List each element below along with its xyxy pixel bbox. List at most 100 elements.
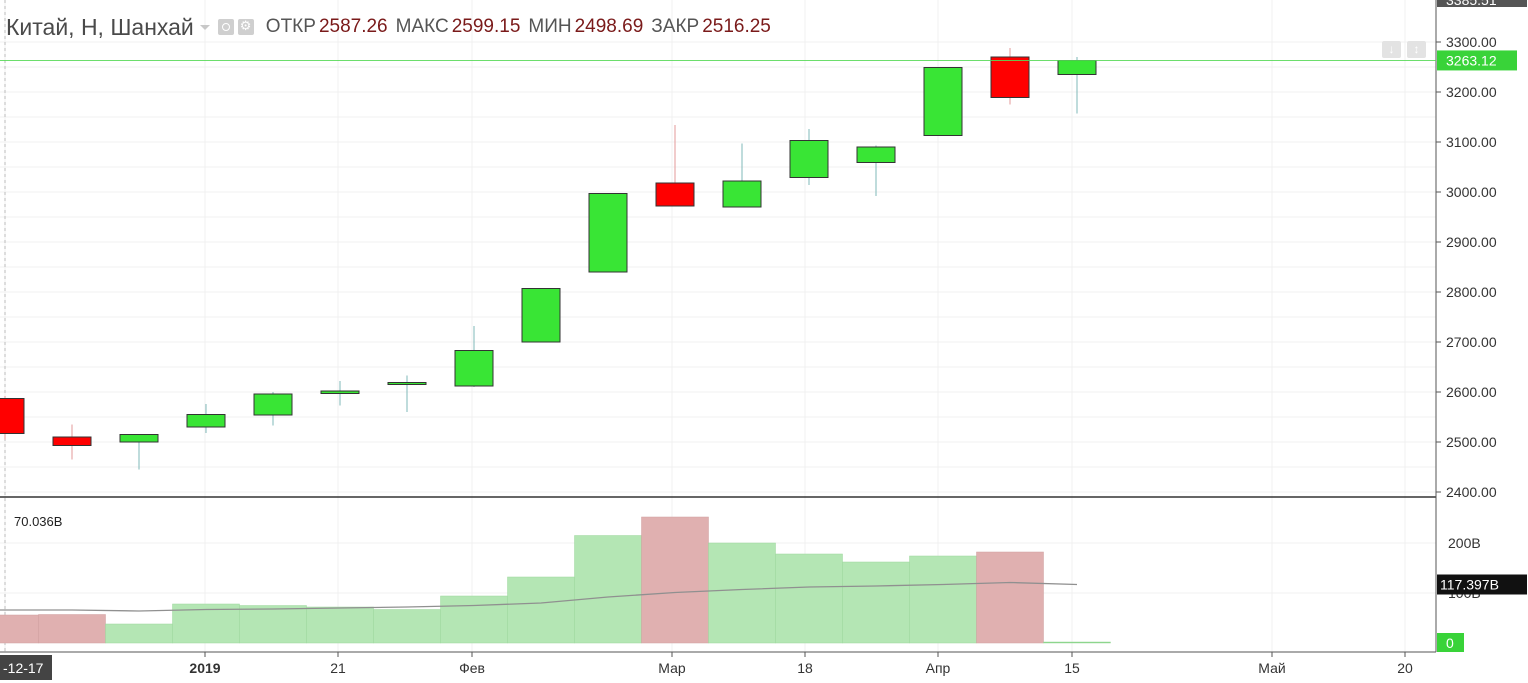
candle bbox=[923, 67, 963, 136]
candle-body bbox=[789, 140, 829, 178]
time-tick-label: 18 bbox=[797, 660, 813, 676]
candle-body bbox=[253, 393, 293, 416]
candle bbox=[1057, 57, 1097, 114]
price-tick-label: 2500.00 bbox=[1446, 434, 1497, 450]
candle bbox=[186, 404, 226, 433]
volume-bar bbox=[38, 614, 106, 644]
legend-symbol[interactable]: Китай, Н, Шанхай bbox=[6, 13, 194, 40]
candle bbox=[990, 48, 1030, 105]
volume-bar bbox=[306, 606, 374, 644]
time-crosshair-label: -12-17 bbox=[3, 660, 44, 676]
price-top-label: 3385.51 bbox=[1446, 0, 1497, 8]
volume-bar bbox=[507, 576, 575, 644]
legend-open-label: ОТКР bbox=[265, 16, 316, 37]
time-tick-label: Апр bbox=[926, 660, 951, 676]
candle-body bbox=[588, 193, 628, 273]
price-tick-label: 3200.00 bbox=[1446, 84, 1497, 100]
price-tick-label: 2600.00 bbox=[1446, 384, 1497, 400]
candle bbox=[320, 381, 360, 406]
candle bbox=[0, 396, 25, 440]
candle bbox=[253, 392, 293, 426]
eye-icon[interactable] bbox=[217, 19, 234, 35]
candle bbox=[387, 375, 427, 412]
time-tick-label: Май bbox=[1258, 660, 1285, 676]
candle bbox=[454, 326, 494, 387]
volume-bar bbox=[440, 595, 508, 644]
price-tick-label: 2700.00 bbox=[1446, 334, 1497, 350]
volume-zero-tag bbox=[1437, 633, 1464, 652]
price-tick-label: 2800.00 bbox=[1446, 284, 1497, 300]
scale-fit-icon[interactable]: ↕ bbox=[1407, 41, 1426, 58]
candle-body bbox=[1057, 60, 1097, 75]
volume-bar bbox=[641, 516, 709, 644]
candle-body bbox=[655, 182, 695, 207]
candle-body bbox=[990, 56, 1030, 98]
legend-low-label: МИН bbox=[528, 16, 572, 37]
volume-bar bbox=[976, 551, 1044, 644]
volume-bar bbox=[239, 605, 307, 644]
volume-bar bbox=[909, 555, 977, 644]
time-tick-label: 2019 bbox=[189, 660, 220, 676]
volume-zero-label: 0 bbox=[1446, 635, 1454, 651]
legend-close-label: ЗАКР bbox=[651, 16, 700, 37]
legend: Китай, Н, Шанхай ОТКР 2587.26 МАКС 2599.… bbox=[6, 13, 771, 41]
candle-body bbox=[320, 390, 360, 394]
scale-down-icon[interactable]: ↓ bbox=[1382, 41, 1401, 58]
volume-bar bbox=[0, 614, 39, 644]
candle bbox=[856, 145, 896, 196]
volume-layer bbox=[0, 516, 1111, 644]
time-tick-label: Мар bbox=[658, 660, 686, 676]
current-price-tag bbox=[1437, 50, 1517, 71]
volume-bar bbox=[105, 623, 173, 644]
price-tick-label: 2900.00 bbox=[1446, 234, 1497, 250]
price-tick-label: 3300.00 bbox=[1446, 34, 1497, 50]
legend-close-value: 2516.25 bbox=[702, 16, 771, 37]
candle-body bbox=[923, 67, 963, 136]
candle bbox=[521, 288, 561, 343]
legend-high-value: 2599.15 bbox=[451, 16, 521, 37]
candle-body bbox=[722, 180, 762, 208]
candle-layer bbox=[0, 48, 1097, 470]
candle bbox=[655, 125, 695, 207]
volume-legend-value: 70.036B bbox=[14, 514, 63, 529]
volume-bar bbox=[373, 609, 441, 644]
candle-body bbox=[186, 414, 226, 428]
volume-bar bbox=[775, 553, 843, 644]
time-tick-label: Фев bbox=[459, 660, 485, 676]
price-top-tag bbox=[1437, 0, 1527, 7]
legend-low-value: 2498.69 bbox=[574, 16, 644, 37]
current-price-label: 3263.12 bbox=[1446, 52, 1497, 68]
time-crosshair-tag bbox=[0, 655, 52, 680]
time-tick-label: 21 bbox=[330, 660, 346, 676]
candle bbox=[722, 143, 762, 208]
volume-ma-tag bbox=[1437, 574, 1527, 595]
volume-ma-line bbox=[0, 581, 1078, 612]
volume-tick-label: 200B bbox=[1448, 535, 1481, 551]
symbol-dropdown-icon[interactable] bbox=[199, 24, 210, 30]
volume-bar bbox=[1043, 641, 1111, 644]
candle-body bbox=[454, 350, 494, 387]
gear-icon[interactable] bbox=[237, 18, 254, 35]
price-tick-label: 2400.00 bbox=[1446, 484, 1497, 500]
candle-body bbox=[521, 288, 561, 343]
time-tick-label: 20 bbox=[1397, 660, 1413, 676]
legend-high-label: МАКС bbox=[395, 16, 449, 37]
candle-body bbox=[856, 146, 896, 163]
volume-bar bbox=[574, 535, 642, 644]
volume-ma-label: 117.397B bbox=[1440, 577, 1499, 593]
candle-body bbox=[52, 436, 92, 446]
candle bbox=[789, 129, 829, 185]
candle-body bbox=[119, 434, 159, 443]
candle bbox=[52, 424, 92, 460]
price-tick-label: 3000.00 bbox=[1446, 184, 1497, 200]
price-tick-label: 3100.00 bbox=[1446, 134, 1497, 150]
legend-open-value: 2587.26 bbox=[318, 16, 388, 37]
candle bbox=[588, 193, 628, 273]
volume-bar bbox=[842, 561, 910, 644]
candle bbox=[119, 434, 159, 470]
candle-body bbox=[387, 382, 427, 385]
candle-body bbox=[0, 398, 25, 434]
volume-bar bbox=[708, 542, 776, 644]
